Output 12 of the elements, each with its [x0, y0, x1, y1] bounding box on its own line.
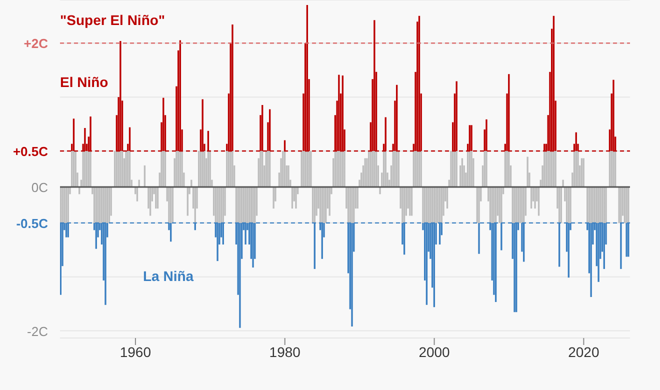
x-tick-label: 1980	[269, 344, 301, 360]
x-tick-label: 2000	[418, 344, 450, 360]
y-tick-label: -2C	[27, 324, 48, 339]
annotation: El Niño	[60, 74, 108, 90]
annotation: La Niña	[143, 268, 194, 284]
x-tick-label: 2020	[568, 344, 600, 360]
y-tick-label: -0.5C	[16, 216, 49, 231]
y-tick-label: 0C	[31, 180, 48, 195]
y-tick-label: +0.5C	[12, 144, 49, 160]
y-tick-label: +2C	[24, 36, 49, 52]
x-tick-label: 1960	[120, 344, 152, 360]
annotation: "Super El Niño"	[60, 12, 166, 28]
